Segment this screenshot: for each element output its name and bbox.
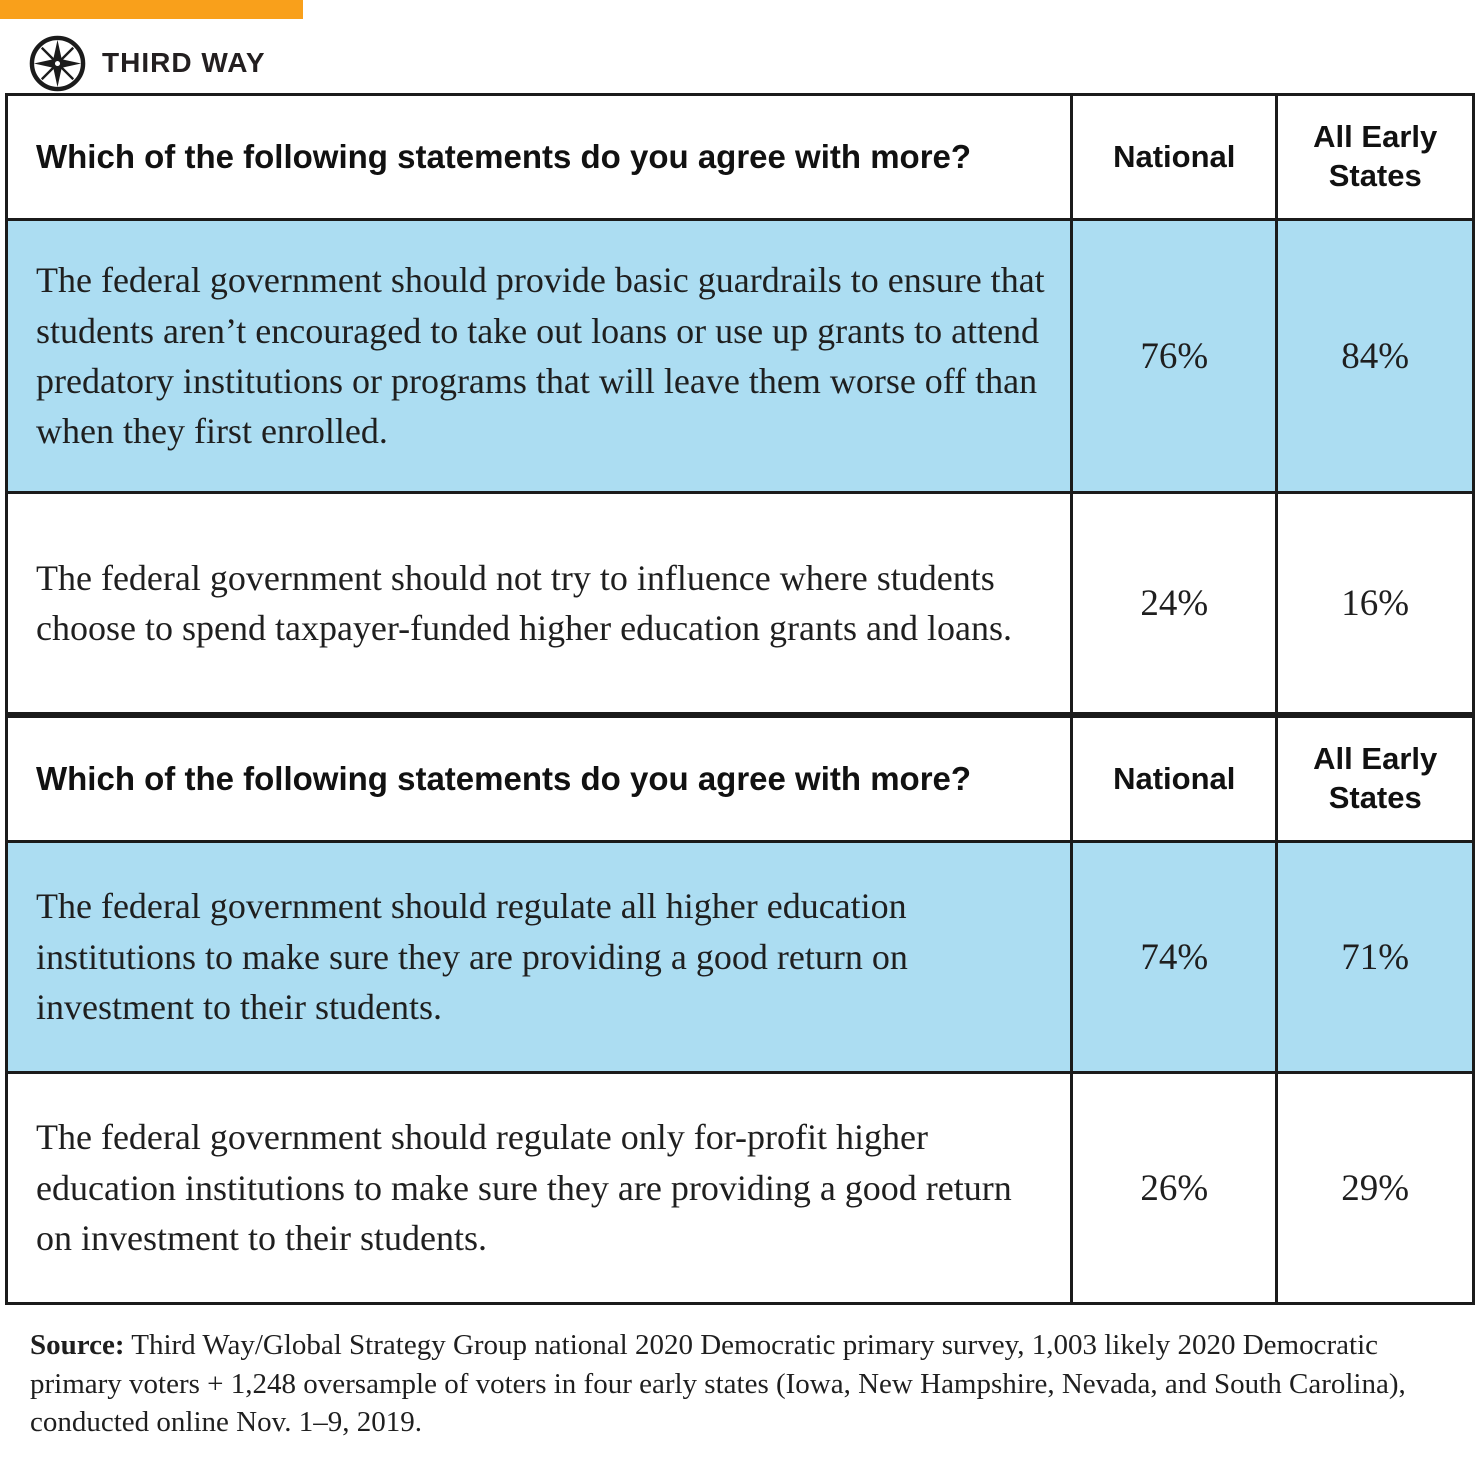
brand-logo: THIRD WAY bbox=[28, 33, 1480, 93]
early-states-value-cell: 16% bbox=[1275, 491, 1475, 715]
early-states-value-cell: 29% bbox=[1275, 1071, 1475, 1305]
statement-cell: The federal government should regulate o… bbox=[4, 1071, 1074, 1305]
table-2-header-row: Which of the following statements do you… bbox=[4, 715, 1475, 843]
table-1-column-header-all-early-states: All Early States bbox=[1275, 93, 1475, 221]
table-1-question-cell: Which of the following statements do you… bbox=[4, 93, 1074, 221]
early-states-value-cell: 84% bbox=[1275, 218, 1475, 494]
statement-cell: The federal government should regulate a… bbox=[4, 840, 1074, 1074]
source-note: Source: Third Way/Global Strategy Group … bbox=[30, 1326, 1410, 1442]
table-1-column-header-national: National bbox=[1070, 93, 1279, 221]
table-2-question-title: Which of the following statements do you… bbox=[36, 759, 972, 797]
national-value-cell: 74% bbox=[1070, 840, 1279, 1074]
statement-cell: The federal government should provide ba… bbox=[4, 218, 1074, 494]
survey-table-1: Which of the following statements do you… bbox=[4, 93, 1475, 715]
table-1-question-title: Which of the following statements do you… bbox=[36, 137, 972, 175]
top-accent-bar bbox=[0, 0, 303, 19]
source-label: Source: bbox=[30, 1329, 125, 1361]
table-2-question-cell: Which of the following statements do you… bbox=[4, 715, 1074, 843]
source-text: Third Way/Global Strategy Group national… bbox=[30, 1329, 1406, 1439]
table-1-header-row: Which of the following statements do you… bbox=[4, 93, 1475, 221]
national-value-cell: 26% bbox=[1070, 1071, 1279, 1305]
national-value-cell: 24% bbox=[1070, 491, 1279, 715]
table-row: The federal government should regulate o… bbox=[4, 1071, 1475, 1305]
table-row: The federal government should provide ba… bbox=[4, 218, 1475, 494]
bottom-spacer bbox=[0, 1442, 1480, 1478]
brand-wordmark: THIRD WAY bbox=[102, 47, 266, 78]
compass-icon bbox=[29, 35, 86, 91]
national-value-cell: 76% bbox=[1070, 218, 1279, 494]
early-states-value-cell: 71% bbox=[1275, 840, 1475, 1074]
survey-table-2: Which of the following statements do you… bbox=[4, 715, 1475, 1305]
table-2-column-header-national: National bbox=[1070, 715, 1279, 843]
statement-cell: The federal government should not try to… bbox=[4, 491, 1074, 715]
table-row: The federal government should not try to… bbox=[4, 491, 1475, 715]
table-2-column-header-all-early-states: All Early States bbox=[1275, 715, 1475, 843]
table-row: The federal government should regulate a… bbox=[4, 840, 1475, 1074]
